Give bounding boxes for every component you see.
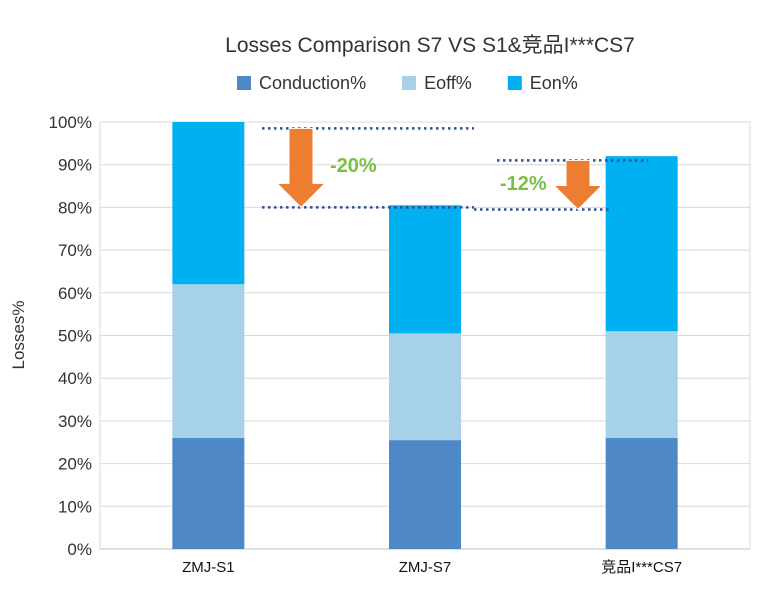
bars [172, 122, 678, 549]
arrow-down-icon [552, 159, 604, 211]
y-axis-ticks: 0% 10% 20% 30% 40% 50% 60% 70% 80% 90% 100% [49, 113, 92, 559]
y-tick-label: 100% [49, 113, 92, 132]
y-tick-label: 90% [58, 156, 92, 175]
bar-segment [605, 437, 678, 549]
legend-swatch [402, 76, 417, 90]
x-axis-ticks: ZMJ-S1 ZMJ-S7 竞品I***CS7 [182, 558, 682, 576]
y-axis-label: Losses% [9, 301, 28, 370]
x-tick-label: 竞品I***CS7 [601, 558, 682, 576]
bar-segment [172, 284, 245, 438]
bar-segment [605, 156, 678, 332]
plot-area: 0% 10% 20% 30% 40% 50% 60% 70% 80% 90% 100% ZMJ-S1… [49, 113, 751, 576]
legend-label: Eoff% [424, 73, 472, 93]
legend: Conduction% Eoff% Eon% [237, 73, 578, 93]
y-tick-label: 20% [58, 455, 92, 474]
y-tick-label: 10% [58, 497, 92, 516]
bar-segment [172, 437, 245, 549]
bar-segment [389, 205, 461, 334]
bar-segment [172, 122, 245, 285]
legend-label: Eon% [530, 73, 578, 93]
arrow-down-icon [275, 127, 327, 209]
annotations: -20% -12% [262, 127, 648, 211]
x-tick-label: ZMJ-S7 [399, 559, 452, 576]
bar-segment [605, 331, 678, 438]
y-tick-label: 60% [58, 284, 92, 303]
annotation-label: -12% [500, 173, 547, 195]
annotation-label: -20% [330, 155, 377, 177]
y-tick-label: 40% [58, 369, 92, 388]
bar-segment [389, 333, 461, 441]
y-tick-label: 70% [58, 241, 92, 260]
legend-label: Conduction% [259, 73, 366, 93]
chart-title: Losses Comparison S7 VS S1&竞品I***CS7 [225, 34, 635, 57]
bar-segment [389, 440, 461, 549]
y-tick-label: 50% [58, 327, 92, 346]
y-tick-label: 0% [67, 540, 92, 559]
legend-swatch [507, 76, 522, 90]
legend-swatch [237, 76, 251, 90]
x-tick-label: ZMJ-S1 [182, 559, 235, 576]
y-tick-label: 80% [58, 198, 92, 217]
y-tick-label: 30% [58, 412, 92, 431]
